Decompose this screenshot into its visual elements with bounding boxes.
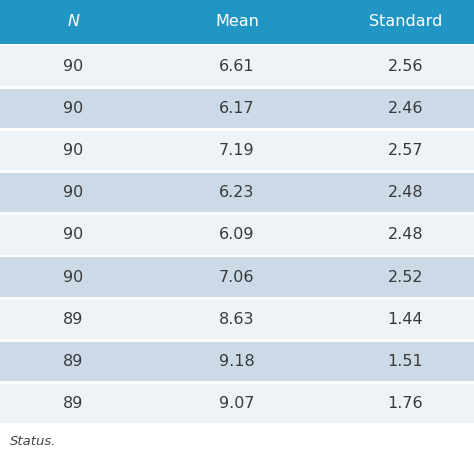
Text: 90: 90 <box>64 101 83 116</box>
Text: N: N <box>67 14 80 29</box>
Text: 90: 90 <box>64 59 83 73</box>
Text: 2.48: 2.48 <box>387 228 423 242</box>
Bar <box>0 44 474 46</box>
Bar <box>0 215 474 255</box>
Text: 6.17: 6.17 <box>219 101 255 116</box>
Text: 90: 90 <box>64 143 83 158</box>
Bar <box>0 89 474 128</box>
Text: 90: 90 <box>64 228 83 242</box>
Bar <box>0 173 474 212</box>
Text: 7.06: 7.06 <box>219 270 255 284</box>
Text: Mean: Mean <box>215 14 259 29</box>
Bar <box>0 212 474 215</box>
Text: 2.52: 2.52 <box>388 270 423 284</box>
Bar <box>0 384 474 423</box>
Bar <box>0 86 474 89</box>
Text: 7.19: 7.19 <box>219 143 255 158</box>
Bar <box>0 46 474 86</box>
Bar <box>0 339 474 342</box>
Text: 1.76: 1.76 <box>387 396 423 411</box>
Bar <box>0 300 474 339</box>
Text: 9.07: 9.07 <box>219 396 255 411</box>
Text: 1.51: 1.51 <box>387 354 423 369</box>
Bar <box>0 342 474 381</box>
Text: 90: 90 <box>64 185 83 200</box>
Bar <box>0 0 474 44</box>
Bar <box>0 128 474 131</box>
Bar <box>0 297 474 300</box>
Text: 6.23: 6.23 <box>219 185 255 200</box>
Text: 89: 89 <box>64 312 83 327</box>
Text: 1.44: 1.44 <box>387 312 423 327</box>
Text: 2.48: 2.48 <box>387 185 423 200</box>
Bar <box>0 131 474 170</box>
Bar <box>0 170 474 173</box>
Text: Standard: Standard <box>369 14 442 29</box>
Text: 6.61: 6.61 <box>219 59 255 73</box>
Text: 8.63: 8.63 <box>219 312 255 327</box>
Text: 2.57: 2.57 <box>388 143 423 158</box>
Text: 6.09: 6.09 <box>219 228 255 242</box>
Text: 89: 89 <box>64 354 83 369</box>
Bar <box>0 255 474 257</box>
Bar <box>0 257 474 297</box>
Text: 90: 90 <box>64 270 83 284</box>
Text: 9.18: 9.18 <box>219 354 255 369</box>
Text: 2.56: 2.56 <box>388 59 423 73</box>
Text: 2.46: 2.46 <box>388 101 423 116</box>
Text: 89: 89 <box>64 396 83 411</box>
Text: Status.: Status. <box>9 435 56 448</box>
Bar <box>0 381 474 384</box>
